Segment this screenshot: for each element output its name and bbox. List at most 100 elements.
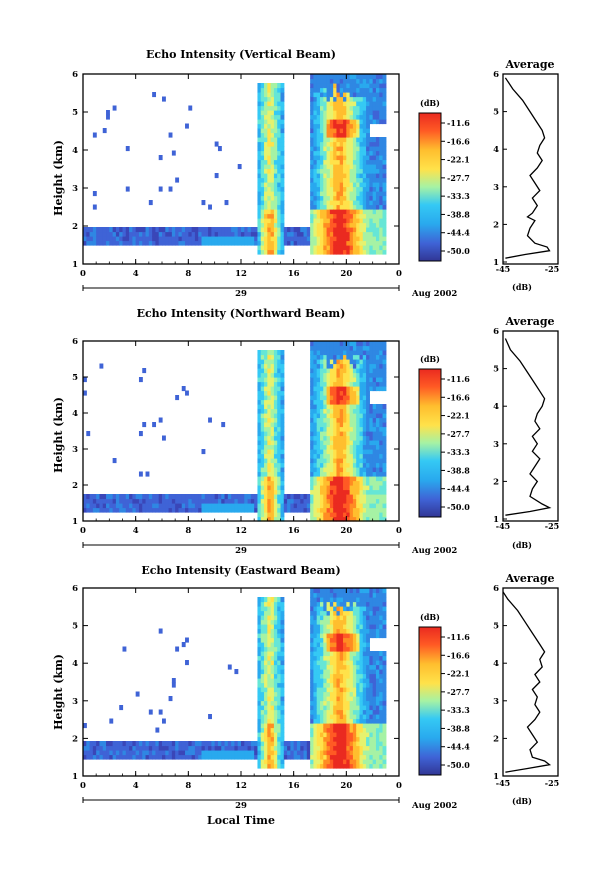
heat-cell — [375, 426, 380, 432]
heat-cell — [208, 750, 212, 756]
heat-cell — [372, 350, 377, 356]
heat-cell — [270, 372, 275, 378]
heat-cell — [257, 141, 262, 147]
heat-cell — [211, 240, 216, 246]
heat-cell — [379, 444, 384, 450]
heat-cell — [336, 709, 341, 715]
heat-cell — [336, 231, 341, 237]
heat-cell — [277, 408, 282, 414]
heat-cell — [277, 164, 282, 170]
heat-cell — [329, 341, 334, 347]
heat-cell — [369, 745, 374, 751]
heat-cell — [320, 200, 324, 206]
heat-cell — [83, 741, 87, 747]
heat-cell — [320, 249, 324, 255]
heat-cell — [352, 606, 357, 612]
heat-cell — [280, 476, 285, 482]
heat-cell — [316, 606, 321, 612]
heat-cell — [273, 368, 278, 374]
heat-cell — [277, 727, 282, 733]
heat-cell — [372, 137, 377, 143]
heat-cell — [366, 78, 370, 84]
heat-cell — [356, 606, 361, 612]
heat-cell — [349, 462, 354, 468]
heat-cell — [310, 669, 315, 675]
heat-cell — [326, 440, 331, 446]
heat-cell — [260, 601, 265, 607]
heat-cell — [86, 754, 91, 760]
heat-cell — [320, 74, 324, 80]
heat-cell — [333, 628, 338, 634]
heat-cell — [356, 480, 361, 486]
heat-cell — [372, 736, 377, 742]
heat-cell — [273, 714, 278, 720]
heat-cell — [273, 240, 278, 246]
heat-cell — [313, 119, 318, 125]
heat-cell — [336, 476, 341, 482]
heat-cell — [270, 119, 275, 125]
heat-cell — [346, 655, 351, 661]
heat-cell — [306, 494, 311, 500]
heat-cell — [264, 597, 268, 603]
heat-cell — [323, 168, 328, 174]
heat-cell — [329, 646, 334, 652]
heat-cell — [382, 745, 387, 751]
heat-cell — [264, 732, 268, 738]
heat-cell — [320, 763, 324, 769]
heat-cell — [267, 386, 272, 392]
heat-cell — [375, 200, 380, 206]
y-tick-label: 2 — [72, 481, 78, 491]
heat-cell — [346, 709, 351, 715]
heat-cell — [329, 141, 334, 147]
heat-cell — [356, 200, 361, 206]
heat-cell — [375, 422, 380, 428]
heat-cell — [349, 467, 354, 473]
heat-cell — [115, 227, 120, 233]
heat-cell — [310, 588, 315, 594]
heat-cell — [270, 209, 275, 215]
heat-cell — [320, 422, 324, 428]
heat-cell — [273, 431, 278, 437]
heat-cell — [343, 669, 347, 675]
heat-cell — [379, 227, 384, 233]
heat-cell — [356, 664, 361, 670]
heat-cell — [362, 372, 367, 378]
heat-cell — [352, 101, 357, 107]
heat-cell — [316, 128, 321, 134]
heat-cell — [372, 691, 377, 697]
heat-cell — [270, 164, 275, 170]
heat-cell — [306, 741, 311, 747]
heat-cell — [155, 727, 160, 733]
heat-cell — [333, 426, 338, 432]
heat-cell — [270, 440, 275, 446]
heat-cell — [264, 750, 268, 756]
heat-cell — [336, 222, 341, 228]
heat-cell — [316, 597, 321, 603]
heat-cell — [316, 651, 321, 657]
heat-cell — [320, 240, 324, 246]
heat-cell — [267, 105, 272, 111]
heat-cell — [152, 754, 157, 760]
heat-cell — [346, 727, 351, 733]
heat-cell — [369, 146, 374, 152]
heat-cell — [356, 222, 361, 228]
heat-cell — [224, 227, 229, 233]
heat-cell — [339, 191, 344, 197]
heat-cell — [106, 236, 110, 242]
heat-cell — [260, 440, 265, 446]
heat-cell — [273, 736, 278, 742]
heat-cell — [320, 606, 324, 612]
heat-cell — [129, 503, 133, 509]
heat-cell — [260, 182, 265, 188]
heat-cell — [359, 476, 364, 482]
heat-cell — [257, 709, 262, 715]
heat-cell — [273, 150, 278, 156]
heat-cell — [323, 669, 328, 675]
heat-cell — [227, 236, 232, 242]
heat-cell — [270, 714, 275, 720]
heat-cell — [359, 173, 364, 179]
heat-cell — [372, 628, 377, 634]
heat-cell — [313, 105, 318, 111]
heat-cell — [260, 231, 265, 237]
heat-cell — [264, 386, 268, 392]
